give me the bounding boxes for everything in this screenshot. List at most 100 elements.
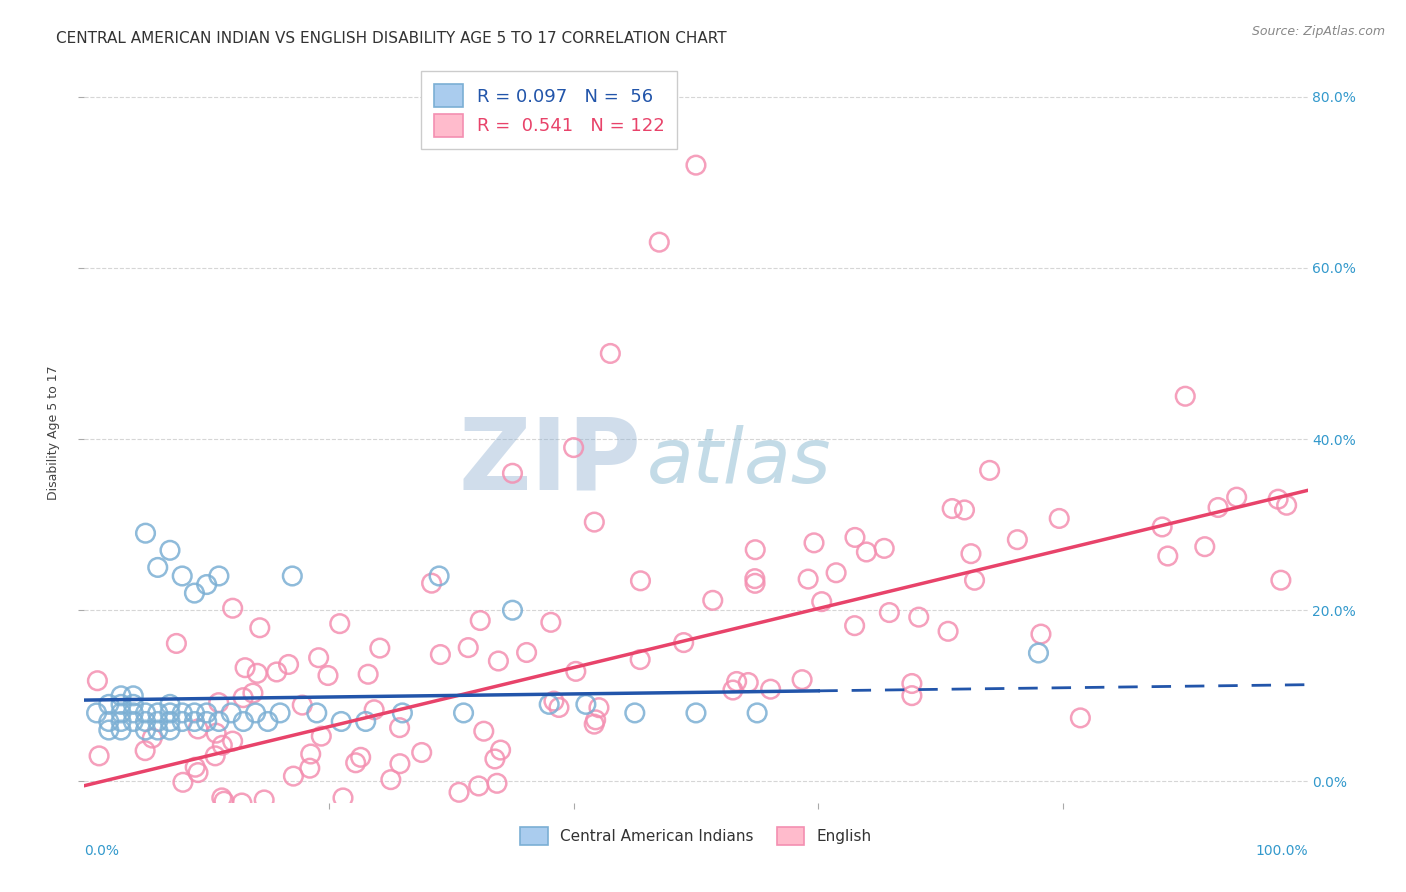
Point — [388, 721, 411, 735]
Point — [744, 542, 766, 557]
Point — [221, 601, 243, 615]
Point — [803, 536, 825, 550]
Point — [363, 703, 385, 717]
Point — [269, 706, 291, 720]
Point — [195, 706, 218, 720]
Point — [330, 714, 353, 729]
Point — [447, 785, 470, 799]
Point — [281, 569, 304, 583]
Point — [208, 569, 231, 583]
Point — [725, 674, 748, 689]
Point — [172, 569, 194, 583]
Point — [165, 636, 187, 650]
Point — [245, 706, 267, 720]
Point — [624, 706, 647, 720]
Point — [253, 793, 276, 807]
Point — [540, 615, 562, 630]
Point — [76, 825, 98, 839]
Point — [146, 714, 169, 729]
Point — [744, 572, 766, 586]
Point — [388, 756, 411, 771]
Point — [1174, 389, 1197, 403]
Point — [963, 574, 986, 588]
Point — [122, 714, 145, 729]
Point — [184, 760, 207, 774]
Point — [208, 714, 231, 729]
Point — [467, 779, 489, 793]
Point — [246, 666, 269, 681]
Point — [790, 673, 813, 687]
Point — [195, 714, 218, 729]
Point — [146, 723, 169, 737]
Point — [648, 235, 671, 250]
Point — [135, 714, 157, 729]
Point — [159, 543, 181, 558]
Point — [1047, 511, 1070, 525]
Point — [825, 566, 848, 580]
Y-axis label: Disability Age 5 to 17: Disability Age 5 to 17 — [46, 366, 60, 500]
Point — [485, 776, 508, 790]
Point — [110, 689, 132, 703]
Point — [361, 814, 384, 828]
Point — [583, 717, 606, 731]
Point — [543, 694, 565, 708]
Point — [721, 683, 744, 698]
Point — [585, 713, 607, 727]
Point — [283, 769, 305, 783]
Point — [110, 706, 132, 720]
Point — [1275, 498, 1298, 512]
Point — [249, 621, 271, 635]
Point — [1007, 533, 1029, 547]
Point — [628, 652, 651, 666]
Point — [183, 714, 205, 729]
Point — [86, 706, 108, 720]
Point — [489, 743, 512, 757]
Point — [332, 791, 354, 805]
Point — [391, 706, 413, 720]
Point — [516, 646, 538, 660]
Point — [225, 877, 247, 891]
Point — [298, 761, 321, 775]
Point — [195, 577, 218, 591]
Point — [1206, 500, 1229, 515]
Point — [187, 722, 209, 736]
Point — [97, 723, 120, 737]
Text: 100.0%: 100.0% — [1256, 844, 1308, 857]
Point — [188, 824, 211, 838]
Point — [211, 739, 233, 753]
Point — [879, 606, 901, 620]
Point — [146, 706, 169, 720]
Point — [329, 616, 352, 631]
Point — [146, 560, 169, 574]
Point — [486, 654, 509, 668]
Point — [484, 752, 506, 766]
Point — [844, 531, 866, 545]
Point — [411, 746, 433, 760]
Point — [502, 467, 524, 481]
Point — [420, 576, 443, 591]
Point — [308, 650, 330, 665]
Point — [299, 747, 322, 761]
Point — [159, 714, 181, 729]
Point — [429, 648, 451, 662]
Point — [1267, 492, 1289, 507]
Point — [311, 729, 333, 743]
Point — [122, 698, 145, 712]
Point — [588, 700, 610, 714]
Point — [97, 698, 120, 712]
Point — [907, 610, 929, 624]
Point — [672, 635, 695, 649]
Point — [122, 706, 145, 720]
Point — [86, 673, 108, 688]
Point — [565, 665, 588, 679]
Point — [1028, 646, 1050, 660]
Point — [941, 501, 963, 516]
Point — [204, 748, 226, 763]
Point — [1194, 540, 1216, 554]
Point — [170, 879, 193, 892]
Point — [187, 765, 209, 780]
Point — [1270, 573, 1292, 587]
Point — [1157, 549, 1180, 563]
Point — [142, 854, 165, 868]
Point — [135, 723, 157, 737]
